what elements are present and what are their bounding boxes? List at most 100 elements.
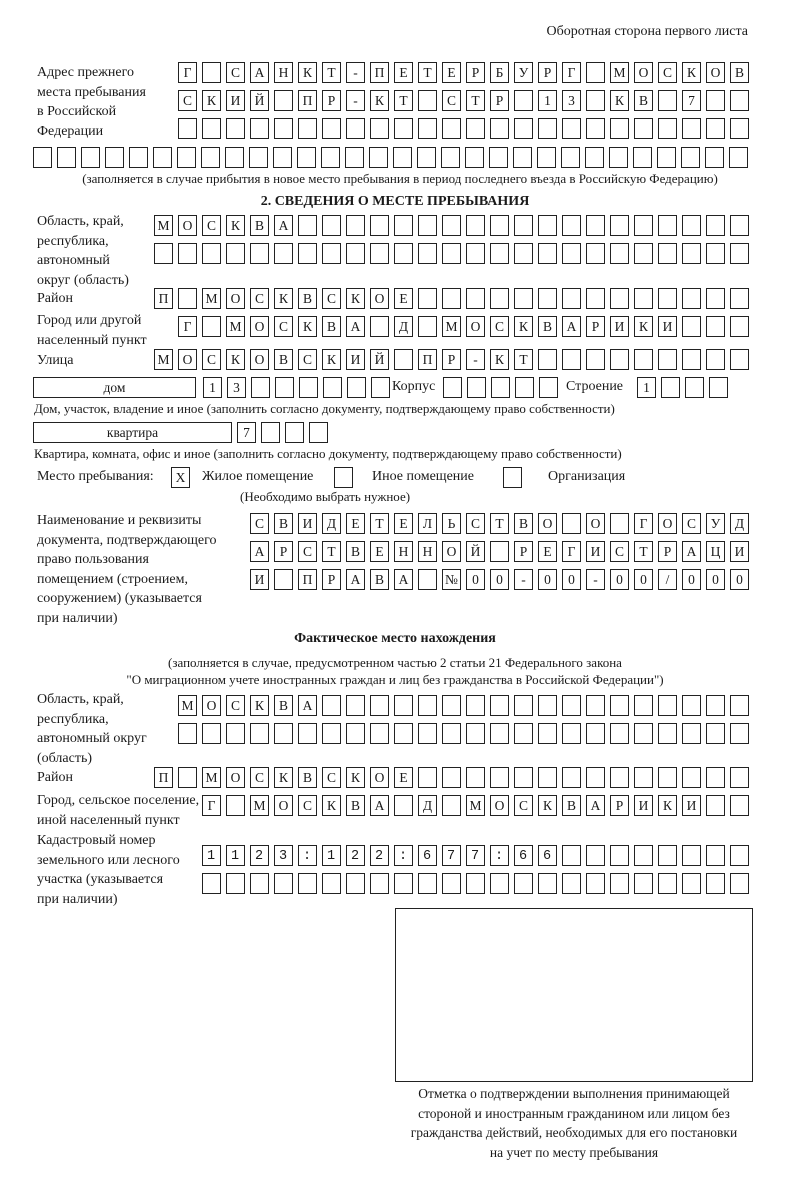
char-cell[interactable]	[682, 695, 701, 716]
char-cell[interactable]	[706, 90, 725, 111]
char-cell[interactable]	[394, 873, 413, 894]
char-cell[interactable]	[730, 288, 749, 309]
char-cell[interactable]: Д	[418, 795, 437, 816]
stay-checkbox-organization[interactable]	[503, 467, 522, 488]
char-cell[interactable]	[226, 118, 245, 139]
char-cell[interactable]: К	[610, 90, 629, 111]
char-cell[interactable]	[466, 288, 485, 309]
char-cell[interactable]: А	[346, 569, 365, 590]
char-cell[interactable]	[514, 873, 533, 894]
char-cell[interactable]	[538, 118, 557, 139]
char-cell[interactable]	[466, 723, 485, 744]
char-cell[interactable]: А	[394, 569, 413, 590]
char-cell[interactable]	[682, 723, 701, 744]
char-cell[interactable]	[322, 723, 341, 744]
char-cell[interactable]	[586, 723, 605, 744]
char-cell[interactable]	[442, 767, 461, 788]
char-cell[interactable]	[443, 377, 462, 398]
char-cell[interactable]: К	[346, 767, 365, 788]
char-cell[interactable]	[730, 316, 749, 337]
char-cell[interactable]: -	[346, 62, 365, 83]
char-cell[interactable]: 0	[490, 569, 509, 590]
char-cell[interactable]: С	[322, 288, 341, 309]
char-cell[interactable]: О	[442, 541, 461, 562]
char-cell[interactable]: С	[250, 767, 269, 788]
char-cell[interactable]	[417, 147, 436, 168]
char-cell[interactable]: В	[274, 349, 293, 370]
char-cell[interactable]	[178, 723, 197, 744]
char-cell[interactable]	[274, 90, 293, 111]
char-cell[interactable]	[730, 723, 749, 744]
char-cell[interactable]: 1	[637, 377, 656, 398]
char-cell[interactable]: М	[154, 349, 173, 370]
char-cell[interactable]	[394, 723, 413, 744]
char-cell[interactable]: 3	[562, 90, 581, 111]
char-cell[interactable]	[346, 118, 365, 139]
char-cell[interactable]: У	[514, 62, 533, 83]
char-cell[interactable]	[274, 569, 293, 590]
char-cell[interactable]: И	[346, 349, 365, 370]
char-cell[interactable]: Р	[514, 541, 533, 562]
char-cell[interactable]	[442, 873, 461, 894]
char-cell[interactable]	[490, 541, 509, 562]
char-cell[interactable]	[418, 767, 437, 788]
char-cell[interactable]	[514, 695, 533, 716]
char-cell[interactable]: Н	[274, 62, 293, 83]
char-cell[interactable]	[442, 288, 461, 309]
char-cell[interactable]: Н	[394, 541, 413, 562]
char-cell[interactable]	[610, 845, 629, 866]
char-cell[interactable]	[538, 873, 557, 894]
char-cell[interactable]	[299, 377, 318, 398]
char-cell[interactable]	[706, 795, 725, 816]
char-cell[interactable]	[370, 316, 389, 337]
char-cell[interactable]: С	[298, 349, 317, 370]
char-cell[interactable]: Т	[370, 513, 389, 534]
char-cell[interactable]: И	[226, 90, 245, 111]
char-cell[interactable]: Т	[322, 62, 341, 83]
char-cell[interactable]: О	[226, 288, 245, 309]
char-cell[interactable]	[730, 767, 749, 788]
char-cell[interactable]	[634, 349, 653, 370]
stay-checkbox-residential[interactable]: Х	[171, 467, 190, 488]
char-cell[interactable]	[275, 377, 294, 398]
char-cell[interactable]: М	[250, 795, 269, 816]
char-cell[interactable]	[538, 767, 557, 788]
char-cell[interactable]: П	[418, 349, 437, 370]
char-cell[interactable]: К	[346, 288, 365, 309]
char-cell[interactable]	[321, 147, 340, 168]
char-cell[interactable]	[274, 118, 293, 139]
char-cell[interactable]	[586, 695, 605, 716]
char-cell[interactable]: А	[250, 62, 269, 83]
char-cell[interactable]: С	[226, 695, 245, 716]
char-cell[interactable]	[586, 845, 605, 866]
char-cell[interactable]	[539, 377, 558, 398]
char-cell[interactable]	[322, 873, 341, 894]
char-cell[interactable]: Г	[178, 62, 197, 83]
char-cell[interactable]	[418, 215, 437, 236]
char-cell[interactable]: С	[682, 513, 701, 534]
char-cell[interactable]: В	[562, 795, 581, 816]
char-cell[interactable]	[298, 243, 317, 264]
char-cell[interactable]	[261, 422, 280, 443]
char-cell[interactable]	[346, 695, 365, 716]
char-cell[interactable]	[202, 316, 221, 337]
char-cell[interactable]	[586, 243, 605, 264]
char-cell[interactable]: С	[178, 90, 197, 111]
char-cell[interactable]: И	[730, 541, 749, 562]
char-cell[interactable]	[466, 767, 485, 788]
char-cell[interactable]	[250, 243, 269, 264]
char-cell[interactable]: -	[586, 569, 605, 590]
char-cell[interactable]: Т	[514, 349, 533, 370]
char-cell[interactable]: О	[178, 215, 197, 236]
char-cell[interactable]	[585, 147, 604, 168]
char-cell[interactable]: Г	[562, 62, 581, 83]
char-cell[interactable]	[514, 767, 533, 788]
char-cell[interactable]	[610, 873, 629, 894]
char-cell[interactable]	[538, 723, 557, 744]
char-cell[interactable]	[249, 147, 268, 168]
char-cell[interactable]	[442, 243, 461, 264]
char-cell[interactable]: И	[610, 316, 629, 337]
char-cell[interactable]	[442, 795, 461, 816]
char-cell[interactable]: Р	[586, 316, 605, 337]
char-cell[interactable]	[610, 723, 629, 744]
